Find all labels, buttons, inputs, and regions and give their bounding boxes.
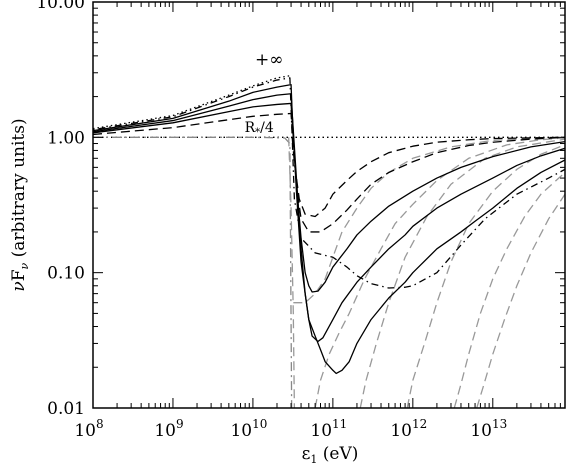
series-solid-line-13 [93,102,565,293]
x-tick-label: 1013 [470,417,507,441]
y-axis-title-prefix: ν [9,281,29,291]
y-axis-title: νFν (arbitrary units) [9,118,31,291]
plot-frame [92,1,566,409]
series-dashed-line-14 [93,112,565,233]
series-dashdot-line-10 [93,77,565,289]
x-tick-label-exponent: 12 [412,417,427,431]
x-tick-label-base: 10 [390,421,412,441]
x-tick-label-exponent: 11 [332,417,347,431]
x-tick-label: 1011 [310,417,347,441]
y-tick-label: 1.00 [47,128,85,148]
annotation-r-star-main: R [245,120,256,136]
series-dotdash-line-1 [93,136,293,408]
series-dashed-line-8 [476,193,565,408]
y-tick-label: 0.10 [47,264,85,284]
annotation-plus-infinity: +∞ [255,50,283,70]
tick-layer [92,1,566,409]
x-tick-label-base: 10 [74,421,96,441]
x-axis-title-rest: (eV) [317,444,358,464]
x-axis-title: ε1 (eV) [302,444,359,466]
y-axis-title-main: F [9,269,29,281]
series-solid-line-11 [93,84,565,375]
x-tick-label-exponent: 10 [252,417,267,431]
series-dashed-line-7 [453,171,565,408]
x-tick-label-exponent: 13 [492,417,507,431]
series-dashed-line-6 [406,144,565,408]
y-axis-title-sub: ν [18,262,31,269]
x-tick-label-base: 10 [154,421,176,441]
x-tick-label-base: 10 [470,421,492,441]
y-tick-label: 10.00 [36,0,85,13]
x-tick-label-base: 10 [310,421,332,441]
x-tick-label-exponent: 9 [176,417,184,431]
series-dashed-line-4 [314,137,565,408]
x-tick-label-base: 10 [230,421,252,441]
x-tick-label-exponent: 8 [96,417,104,431]
x-tick-label: 1010 [230,417,267,441]
y-axis-title-rest: (arbitrary units) [9,118,29,262]
annotation-r-star-rest: /4 [260,120,274,136]
x-axis-title-sub: 1 [310,453,317,466]
series-layer [93,75,565,408]
series-dashed-line-2 [288,137,296,408]
x-tick-label: 109 [154,417,183,441]
series-dashed-line-15 [291,136,565,218]
y-tick-label: 0.01 [47,399,85,419]
x-tick-label: 1012 [390,417,427,441]
series-dashed-line-5 [359,138,565,408]
x-tick-label: 108 [74,417,103,441]
annotation-r-star: R*/4 [245,120,274,138]
annotation-r-star-sub: * [255,127,260,138]
x-axis-title-main: ε [302,444,311,464]
series-dotted-line-9 [93,75,290,130]
series-solid-line-12 [93,93,565,343]
